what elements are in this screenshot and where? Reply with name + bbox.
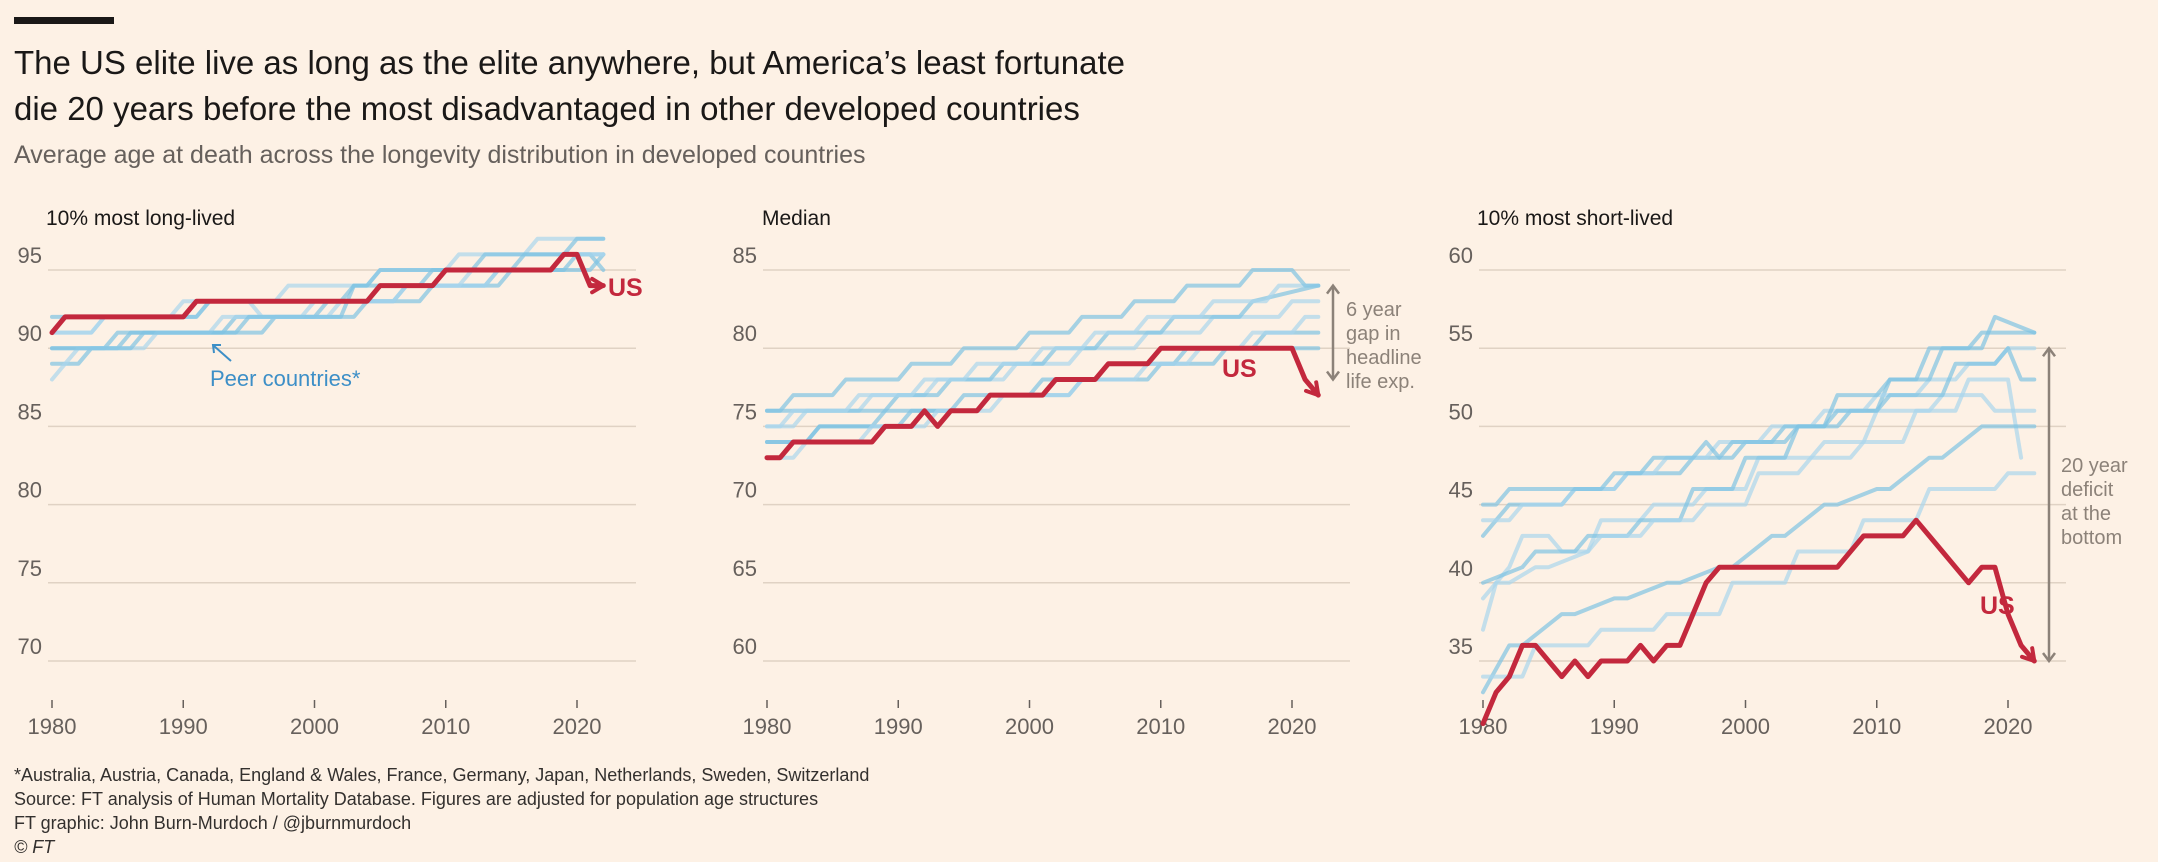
y-tick-label: 35 (1449, 634, 1473, 659)
gap-annotation-line: deficit (2061, 479, 2114, 501)
us-arrowhead (1304, 380, 1321, 398)
us-arrowhead (590, 276, 606, 295)
gap-bracket-top-arrow (1326, 283, 1340, 295)
title-line-1: The US elite live as long as the elite a… (14, 44, 1125, 81)
chart-title: The US elite live as long as the elite a… (14, 40, 1414, 132)
peer-country-line (50, 252, 606, 335)
x-tick-label: 2000 (1721, 714, 1770, 739)
peer-annotation-pointer (213, 345, 232, 362)
y-tick-label: 70 (18, 634, 42, 659)
peer-countries-annotation: Peer countries* (210, 366, 361, 391)
footnote: *Australia, Austria, Canada, England & W… (14, 765, 870, 785)
gap-bracket-bottom-arrow (1326, 370, 1340, 382)
x-tick-label: 2000 (290, 714, 339, 739)
y-tick-label: 55 (1449, 321, 1473, 346)
ft-accent-bar (14, 17, 114, 24)
peer-country-line (1481, 330, 2037, 538)
y-tick-label: 80 (733, 321, 757, 346)
us-arrowhead (2020, 646, 2037, 663)
x-tick-label: 1990 (159, 714, 208, 739)
gap-annotation-line: life exp. (1346, 371, 1415, 393)
panel-title: Median (762, 207, 831, 230)
x-tick-label: 1990 (874, 714, 923, 739)
y-tick-label: 95 (18, 243, 42, 268)
y-tick-label: 50 (1449, 399, 1473, 424)
us-label: US (1980, 592, 2015, 620)
peer-country-line (50, 236, 606, 351)
peer-country-line (1481, 346, 2037, 523)
x-tick-label: 2000 (1005, 714, 1054, 739)
y-tick-label: 75 (733, 399, 757, 424)
panel-title: 10% most long-lived (46, 207, 235, 230)
us-label: US (608, 274, 643, 302)
y-tick-label: 75 (18, 556, 42, 581)
peer-country-line (765, 314, 1321, 460)
y-tick-label: 85 (18, 399, 42, 424)
gap-annotation-line: 6 year (1346, 299, 1402, 321)
peer-country-line (1481, 346, 2037, 585)
gap-annotation-line: gap in (1346, 323, 1401, 345)
gap-bracket-top-arrow (2042, 346, 2056, 357)
x-tick-label: 2010 (1136, 714, 1185, 739)
copyright-note: © FT (14, 837, 55, 857)
chart-panel-1: 10% most long-lived 70 75 80 85 90 95 1980 1990 2… (18, 207, 643, 739)
title-line-2: die 20 years before the most disadvantag… (14, 90, 1080, 127)
x-tick-label: 1980 (28, 714, 77, 739)
y-tick-label: 90 (18, 321, 42, 346)
us-line (1480, 517, 2037, 727)
us-line (49, 251, 606, 336)
x-tick-label: 1980 (743, 714, 792, 739)
y-tick-label: 80 (18, 478, 42, 503)
x-tick-label: 2020 (1268, 714, 1317, 739)
chart-panel-2: Median 60 65 70 75 80 85 1980 1990 2000 2010 2020 US… (733, 207, 1422, 739)
y-tick-label: 45 (1449, 478, 1473, 503)
gap-annotation-line: 20 year (2061, 455, 2128, 477)
peer-country-line (1481, 377, 2024, 632)
gap-annotation: 6 year gap in headline life exp. (1346, 299, 1422, 393)
gap-annotation-line: bottom (2061, 527, 2122, 549)
gap-annotation-line: headline (1346, 347, 1422, 369)
gap-bracket-bottom-arrow (2042, 652, 2056, 664)
peer-country-line (765, 283, 1321, 429)
x-tick-label: 1990 (1590, 714, 1639, 739)
us-label: US (1222, 355, 1257, 383)
footer: *Australia, Austria, Canada, England & W… (14, 763, 869, 859)
y-tick-label: 65 (733, 556, 757, 581)
us-line (764, 345, 1321, 461)
credit-note: FT graphic: John Burn-Murdoch / @jburnmu… (14, 813, 412, 833)
peer-annotation-pointer-head (211, 344, 221, 354)
gap-annotation-line: at the (2061, 503, 2111, 525)
source-note: Source: FT analysis of Human Mortality D… (14, 789, 819, 809)
x-tick-label: 2020 (553, 714, 602, 739)
y-tick-label: 60 (733, 634, 757, 659)
peer-country-line (1481, 424, 2037, 695)
y-tick-label: 70 (733, 478, 757, 503)
panel-title: 10% most short-lived (1477, 207, 1673, 230)
x-tick-label: 2010 (421, 714, 470, 739)
x-tick-label: 2010 (1852, 714, 1901, 739)
peer-country-line (765, 268, 1321, 413)
chart-subtitle: Average age at death across the longevit… (14, 141, 866, 169)
y-tick-label: 85 (733, 243, 757, 268)
gap-annotation: 20 year deficit at the bottom (2061, 455, 2128, 549)
x-tick-label: 2020 (1984, 714, 2033, 739)
peer-country-line (1481, 314, 2037, 507)
y-tick-label: 40 (1449, 556, 1473, 581)
peer-country-line (1481, 471, 2037, 679)
y-tick-label: 60 (1449, 243, 1473, 268)
